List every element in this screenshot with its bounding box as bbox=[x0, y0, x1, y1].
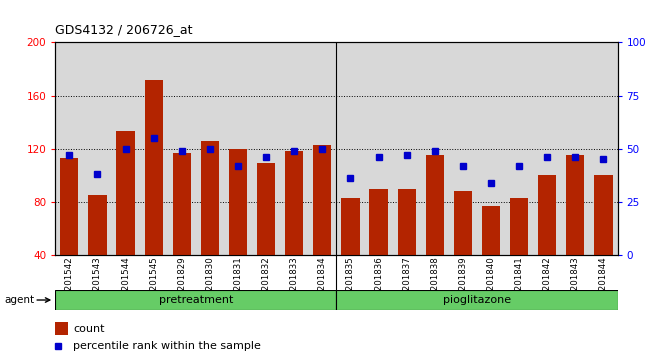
Text: GSM201543: GSM201543 bbox=[93, 257, 102, 309]
Bar bbox=[313, 145, 332, 255]
Bar bbox=[369, 188, 387, 255]
Bar bbox=[594, 175, 612, 255]
Text: GSM201830: GSM201830 bbox=[205, 257, 214, 309]
Bar bbox=[337, 290, 618, 310]
Text: GSM201831: GSM201831 bbox=[233, 257, 242, 309]
Text: GSM201839: GSM201839 bbox=[458, 257, 467, 309]
Bar bbox=[454, 191, 472, 255]
Text: GSM201842: GSM201842 bbox=[543, 257, 552, 309]
Text: GSM201840: GSM201840 bbox=[486, 257, 495, 309]
Text: percentile rank within the sample: percentile rank within the sample bbox=[73, 341, 261, 351]
Text: GSM201542: GSM201542 bbox=[65, 257, 74, 309]
Text: GSM201838: GSM201838 bbox=[430, 257, 439, 309]
Text: GSM201544: GSM201544 bbox=[121, 257, 130, 309]
Bar bbox=[285, 152, 304, 255]
Bar bbox=[60, 158, 79, 255]
Bar bbox=[55, 290, 337, 310]
Text: GSM201844: GSM201844 bbox=[599, 257, 608, 309]
Bar bbox=[510, 198, 528, 255]
Bar bbox=[566, 155, 584, 255]
Bar bbox=[257, 163, 275, 255]
Text: GSM201832: GSM201832 bbox=[261, 257, 270, 309]
Bar bbox=[229, 149, 247, 255]
Bar bbox=[426, 155, 444, 255]
Text: GSM201833: GSM201833 bbox=[290, 257, 299, 309]
Text: GSM201829: GSM201829 bbox=[177, 257, 187, 309]
Text: GDS4132 / 206726_at: GDS4132 / 206726_at bbox=[55, 23, 193, 36]
Bar bbox=[173, 153, 191, 255]
Text: GSM201836: GSM201836 bbox=[374, 257, 383, 309]
Text: 100%: 100% bbox=[649, 30, 650, 40]
Bar bbox=[398, 188, 416, 255]
Bar bbox=[55, 322, 68, 335]
Text: agent: agent bbox=[5, 295, 34, 305]
Bar bbox=[88, 195, 107, 255]
Text: GSM201843: GSM201843 bbox=[571, 257, 580, 309]
Bar bbox=[341, 198, 359, 255]
Text: count: count bbox=[73, 324, 105, 333]
Bar bbox=[116, 131, 135, 255]
Bar bbox=[144, 80, 162, 255]
Text: GSM201837: GSM201837 bbox=[402, 257, 411, 309]
Bar bbox=[538, 175, 556, 255]
Text: pretreatment: pretreatment bbox=[159, 295, 233, 305]
Bar bbox=[482, 206, 500, 255]
Text: pioglitazone: pioglitazone bbox=[443, 295, 511, 305]
Text: GSM201835: GSM201835 bbox=[346, 257, 355, 309]
Text: GSM201841: GSM201841 bbox=[515, 257, 524, 309]
Text: GSM201834: GSM201834 bbox=[318, 257, 327, 309]
Bar bbox=[201, 141, 219, 255]
Text: GSM201545: GSM201545 bbox=[149, 257, 158, 309]
